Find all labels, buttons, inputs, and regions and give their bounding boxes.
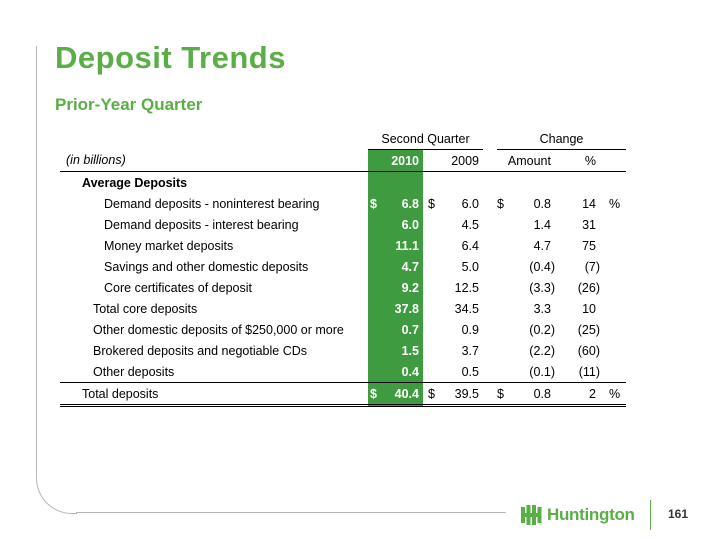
- value-2010: 1.5: [377, 340, 423, 361]
- section-label: Average Deposits: [82, 175, 188, 190]
- value-2009: 39.5: [437, 382, 483, 407]
- table-row: Demand deposits - noninterest bearing $ …: [60, 193, 626, 214]
- value-2009: 12.5: [454, 280, 479, 295]
- frame-corner: [36, 455, 77, 514]
- value-2010: 9.2: [377, 277, 423, 298]
- pct-symbol: %: [609, 196, 621, 211]
- subtotal-row: Total core deposits 37.8 34.5 3.3 10: [60, 298, 626, 319]
- value-2010: 4.7: [377, 256, 423, 277]
- currency-sign: $: [497, 196, 504, 211]
- value-2009: 34.5: [454, 301, 479, 316]
- row-label: Total core deposits: [93, 301, 198, 316]
- col-2009-header: 2009: [437, 149, 483, 172]
- table-row: Demand deposits - interest bearing 6.0 4…: [60, 214, 626, 235]
- col-2010-header: 2010: [377, 149, 423, 172]
- frame-bottom-line: [76, 512, 506, 513]
- change-amount: (3.3): [529, 280, 555, 295]
- huntington-logo-icon: [521, 505, 542, 525]
- change-pct: (11): [578, 364, 600, 379]
- subtotal-row: Brokered deposits and negotiable CDs 1.5…: [60, 340, 626, 361]
- change-amount: 4.7: [533, 238, 551, 253]
- change-header: Change: [497, 128, 626, 150]
- value-2009: 6.0: [461, 196, 479, 211]
- pct-header: %: [555, 149, 600, 172]
- huntington-logo: Huntington: [520, 502, 635, 528]
- change-amount: 0.8: [533, 196, 551, 211]
- second-quarter-header: Second Quarter: [368, 128, 483, 150]
- page-number: 161: [668, 507, 689, 521]
- value-2009: 4.5: [461, 217, 479, 232]
- row-label: Savings and other domestic deposits: [104, 259, 309, 274]
- footer-divider: [650, 500, 651, 530]
- change-pct: (60): [577, 343, 600, 358]
- deposit-trends-table: Second Quarter Change (in billions) 2010…: [60, 128, 626, 407]
- row-label: Demand deposits - interest bearing: [104, 217, 299, 232]
- change-pct: 31: [582, 217, 596, 232]
- row-label: Core certificates of deposit: [104, 280, 252, 295]
- change-pct: 14: [582, 196, 596, 211]
- column-header-row: (in billions) 2010 2009 Amount %: [60, 149, 626, 172]
- total-row: Total deposits $ 40.4 $ 39.5 $ 0.8 2 %: [60, 382, 626, 407]
- row-label: Other deposits: [93, 364, 175, 379]
- value-2009: 5.0: [461, 259, 479, 274]
- row-label: Total deposits: [60, 382, 368, 407]
- value-2010: 0.4: [377, 361, 423, 383]
- logo-text: Huntington: [547, 505, 635, 524]
- value-2009: 0.9: [461, 322, 479, 337]
- change-amount: (0.2): [529, 322, 555, 337]
- amount-header: Amount: [497, 149, 555, 172]
- change-pct: 10: [582, 301, 596, 316]
- change-pct: (26): [577, 280, 600, 295]
- value-2010: 40.4: [377, 382, 423, 407]
- section-row: Average Deposits: [60, 171, 626, 193]
- row-label: Money market deposits: [104, 238, 234, 253]
- currency-sign: $: [497, 382, 509, 407]
- change-pct: (25): [577, 322, 600, 337]
- change-pct: 2: [555, 382, 600, 407]
- units-header: (in billions): [60, 149, 368, 172]
- slide-title: Deposit Trends: [55, 40, 286, 75]
- change-amount: 3.3: [533, 301, 551, 316]
- value-2009: 6.4: [461, 238, 479, 253]
- value-2009: 0.5: [461, 364, 479, 379]
- value-2010: 6.0: [377, 214, 423, 235]
- change-pct: (7): [584, 259, 600, 274]
- table-row: Core certificates of deposit 9.2 12.5 (3…: [60, 277, 626, 298]
- row-label: Other domestic deposits of $250,000 or m…: [93, 322, 344, 337]
- change-amount: 1.4: [533, 217, 551, 232]
- currency-sign: $: [368, 193, 377, 214]
- table-row: Savings and other domestic deposits 4.7 …: [60, 256, 626, 277]
- value-2010: 0.7: [377, 319, 423, 340]
- subtotal-row: Other domestic deposits of $250,000 or m…: [60, 319, 626, 340]
- change-amount: 0.8: [509, 382, 555, 407]
- currency-sign: $: [368, 382, 377, 407]
- frame-left-line: [36, 46, 37, 466]
- table-row: Money market deposits 11.1 6.4 4.7 75: [60, 235, 626, 256]
- change-amount: (0.4): [529, 259, 555, 274]
- row-label: Demand deposits - noninterest bearing: [104, 196, 320, 211]
- value-2010: 37.8: [377, 298, 423, 319]
- value-2010: 6.8: [377, 193, 423, 214]
- pct-symbol: %: [600, 382, 626, 407]
- value-2009: 3.7: [461, 343, 479, 358]
- change-amount: (2.2): [529, 343, 555, 358]
- currency-sign: $: [428, 382, 437, 407]
- slide-subtitle: Prior-Year Quarter: [55, 95, 203, 114]
- value-2010: 11.1: [377, 235, 423, 256]
- currency-sign: $: [428, 196, 435, 211]
- change-amount: (0.1): [529, 364, 555, 379]
- subtotal-row: Other deposits 0.4 0.5 (0.1) (11): [60, 361, 626, 383]
- row-label: Brokered deposits and negotiable CDs: [93, 343, 308, 358]
- group-header-row: Second Quarter Change: [60, 128, 626, 150]
- change-pct: 75: [582, 238, 596, 253]
